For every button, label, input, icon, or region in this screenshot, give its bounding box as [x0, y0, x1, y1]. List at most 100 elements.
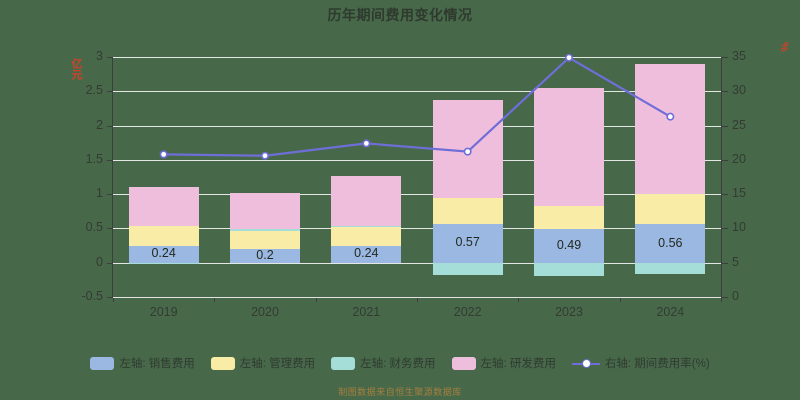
- legend-item[interactable]: 左轴: 管理费用: [210, 355, 315, 371]
- right-axis-tick-label: 20: [732, 151, 746, 166]
- bar-segment[interactable]: [128, 262, 199, 265]
- bar-segment[interactable]: [230, 193, 300, 230]
- line-marker[interactable]: [362, 139, 371, 148]
- line-marker[interactable]: [261, 151, 270, 160]
- bar-group[interactable]: 0.24: [128, 57, 199, 297]
- bar-segment[interactable]: [635, 224, 706, 263]
- right-axis-tick: [722, 125, 728, 127]
- x-axis-tick: [721, 297, 722, 302]
- left-axis-tick: [107, 262, 113, 264]
- x-axis-tick-label: 2022: [453, 305, 482, 319]
- right-axis-tick: [722, 297, 728, 298]
- legend-swatch: [210, 356, 235, 370]
- right-axis-tick-label: 35: [732, 49, 746, 63]
- bar-segment[interactable]: [635, 194, 706, 225]
- bar-segment[interactable]: [230, 231, 300, 249]
- left-axis-tick-label: 0.5: [85, 220, 103, 235]
- x-axis-tick: [214, 297, 216, 302]
- bar-segment[interactable]: [128, 246, 199, 263]
- line-series-layer: [159, 53, 675, 160]
- x-axis-tick-label: 2021: [352, 305, 381, 319]
- bar-segment[interactable]: [128, 187, 199, 226]
- right-axis-tick: [722, 228, 728, 230]
- x-axis-tick: [417, 297, 418, 302]
- left-axis-tick-label: -0.5: [81, 289, 103, 303]
- bar-segment[interactable]: [230, 229, 300, 232]
- line-marker[interactable]: [463, 147, 472, 156]
- gridline: [113, 91, 721, 93]
- left-axis-tick: [107, 91, 113, 93]
- plot-area: 0.24 0.2 0.24 0.57 0.49 0.56: [113, 53, 721, 298]
- left-axis-tick: [107, 194, 113, 196]
- bar-segment[interactable]: [534, 229, 604, 263]
- x-axis-tick: [518, 297, 520, 302]
- right-axis-tick: [722, 262, 728, 264]
- bar-group[interactable]: 0.24: [331, 57, 402, 297]
- left-axis-tick-label: 0: [96, 254, 103, 269]
- gridline: [113, 57, 721, 58]
- legend-swatch: [90, 356, 115, 370]
- bar-segment[interactable]: [635, 63, 706, 195]
- gridline: [113, 228, 721, 230]
- bar-segment[interactable]: [331, 246, 402, 263]
- bar-segment[interactable]: [230, 249, 300, 263]
- bar-segment[interactable]: [128, 225, 199, 247]
- legend-line-marker-icon: [571, 357, 600, 370]
- bar-segment[interactable]: [432, 223, 503, 263]
- bar-segment[interactable]: [635, 262, 706, 274]
- bar-segment[interactable]: [331, 175, 402, 227]
- left-axis-tick: [107, 57, 113, 58]
- right-axis-tick-label: 15: [732, 186, 746, 201]
- bar-group[interactable]: 0.49: [534, 57, 604, 297]
- left-axis-tick-label: 2: [96, 117, 103, 132]
- bar-group[interactable]: 0.56: [635, 57, 706, 297]
- legend-swatch: [331, 356, 356, 370]
- right-axis-tick-label: 5: [732, 254, 739, 269]
- bar-segment[interactable]: [534, 87, 604, 207]
- legend-label: 左轴: 研发费用: [480, 358, 556, 370]
- x-axis-tick: [315, 297, 317, 302]
- left-axis-tick-label: 1: [96, 186, 103, 201]
- bar-segment[interactable]: [534, 262, 604, 276]
- bar-value-label: 0.2: [256, 247, 274, 262]
- line-marker[interactable]: [159, 150, 168, 159]
- left-axis-tick-label: 3: [96, 49, 103, 63]
- bar-group[interactable]: 0.2: [230, 57, 300, 297]
- x-axis-tick-label: 2020: [251, 305, 279, 319]
- bar-value-label: 0.49: [556, 237, 582, 252]
- legend-item[interactable]: 右轴: 期间费用率(%): [571, 355, 710, 371]
- right-axis-tick-label: 25: [732, 117, 746, 132]
- left-axis-tick-label: 1.5: [85, 151, 103, 166]
- bar-segment[interactable]: [432, 262, 503, 276]
- gridline: [113, 297, 721, 298]
- bar-segment[interactable]: [331, 227, 402, 247]
- x-axis-tick: [619, 297, 621, 302]
- bar-segment[interactable]: [534, 206, 604, 230]
- right-axis-tick-label: 30: [732, 83, 746, 98]
- legend-label: 右轴: 期间费用率(%): [604, 358, 710, 370]
- bar-group[interactable]: 0.57: [432, 57, 503, 297]
- right-axis-tick-label: 10: [732, 220, 746, 235]
- chart-title: 历年期间费用变化情况: [327, 7, 473, 23]
- x-axis-tick-label: 2024: [656, 305, 685, 319]
- line-marker[interactable]: [666, 112, 675, 121]
- x-axis-tick-label: 2019: [149, 305, 178, 319]
- gridline: [113, 262, 721, 264]
- legend-item[interactable]: 左轴: 财务费用: [331, 355, 436, 371]
- left-axis-unit-label: 亿元: [70, 58, 82, 80]
- bar-segment[interactable]: [331, 226, 402, 228]
- legend-label: 左轴: 财务费用: [360, 358, 436, 370]
- bar-value-label: 0.24: [151, 246, 176, 261]
- bar-value-label: 0.24: [354, 246, 379, 261]
- bar-segment[interactable]: [432, 197, 503, 224]
- gridline: [113, 125, 721, 127]
- legend-item[interactable]: 左轴: 研发费用: [451, 355, 556, 371]
- bar-value-label: 0.57: [455, 235, 480, 250]
- line-marker[interactable]: [564, 53, 573, 62]
- right-axis-tick: [722, 159, 728, 161]
- legend-item[interactable]: 左轴: 销售费用: [90, 355, 195, 371]
- right-axis-line: [721, 57, 722, 297]
- legend-label: 左轴: 销售费用: [119, 358, 195, 370]
- x-axis-tick: [113, 297, 114, 302]
